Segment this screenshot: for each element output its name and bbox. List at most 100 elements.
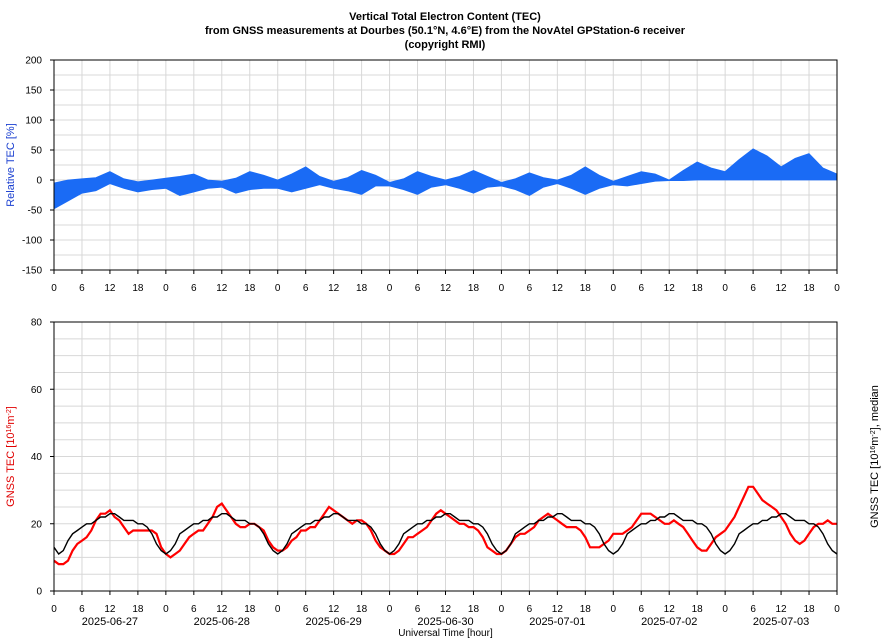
top-y-tick-label: 0 (36, 176, 42, 187)
gnss-tec-x-ticks: 0 6 12 18 0 6 12 18 0 6 12 18 0 6 12 18 0 6 12 18 0 6 12 18 0 6 12… (51, 591, 840, 615)
bottom-x-tick-label: 6 (527, 604, 533, 615)
date-label: 2025-06-29 (306, 616, 362, 628)
top-x-tick-label: 0 (722, 283, 728, 294)
relative-tec-y-label: Relative TEC [%] (5, 123, 17, 207)
top-x-tick-label: 0 (51, 283, 57, 294)
chart-title-line-1: Vertical Total Electron Content (TEC) (349, 11, 541, 23)
bottom-x-tick-label: 18 (692, 604, 704, 615)
date-label: 2025-07-01 (529, 616, 585, 628)
bottom-x-tick-label: 0 (387, 604, 393, 615)
top-y-tick-label: -150 (22, 266, 42, 277)
chart-title-line-2: from GNSS measurements at Dourbes (50.1°… (205, 25, 686, 37)
bottom-x-tick-label: 12 (216, 604, 228, 615)
bottom-x-tick-label: 18 (132, 604, 144, 615)
bottom-y-tick-label: 0 (36, 587, 42, 598)
bottom-x-tick-label: 6 (638, 604, 644, 615)
bottom-x-tick-label: 0 (722, 604, 728, 615)
top-x-tick-label: 18 (356, 283, 368, 294)
top-x-tick-label: 0 (387, 283, 393, 294)
x-axis-label: Universal Time [hour] (398, 628, 493, 639)
top-x-tick-label: 12 (776, 283, 788, 294)
top-x-tick-label: 12 (440, 283, 452, 294)
top-x-tick-label: 18 (692, 283, 704, 294)
gnss-tec-grid (53, 321, 838, 592)
bottom-x-tick-label: 12 (664, 604, 676, 615)
date-label: 2025-06-30 (417, 616, 473, 628)
bottom-x-tick-label: 18 (356, 604, 368, 615)
date-label: 2025-06-27 (82, 616, 138, 628)
gnss-tec-y-label-sup2: -2 (6, 409, 13, 415)
top-x-tick-label: 6 (303, 283, 309, 294)
top-x-tick-label: 18 (468, 283, 480, 294)
gnss-tec-y-label-sup16: 16 (6, 425, 13, 433)
bottom-x-tick-label: 0 (163, 604, 169, 615)
bottom-x-tick-label: 0 (834, 604, 840, 615)
bottom-x-tick-label: 12 (440, 604, 452, 615)
bottom-x-tick-label: 6 (303, 604, 309, 615)
top-x-tick-label: 12 (104, 283, 116, 294)
top-y-tick-label: -50 (28, 206, 43, 217)
top-x-tick-label: 12 (664, 283, 676, 294)
top-x-tick-label: 6 (750, 283, 756, 294)
top-x-tick-label: 18 (580, 283, 592, 294)
top-x-tick-label: 12 (328, 283, 340, 294)
bottom-x-tick-label: 6 (415, 604, 421, 615)
top-y-tick-label: 200 (25, 56, 42, 67)
top-y-tick-label: 150 (25, 86, 42, 97)
bottom-x-tick-label: 18 (580, 604, 592, 615)
relative-tec-y-ticks: 200 150 100 50 0 -50 -100 -150 (22, 56, 54, 277)
gnss-tec-y-label-part1: GNSS TEC [10 (5, 432, 17, 506)
bottom-x-tick-label: 18 (244, 604, 256, 615)
bottom-y-tick-label: 40 (31, 452, 43, 463)
bottom-y-tick-label: 20 (31, 519, 43, 530)
bottom-x-tick-label: 0 (499, 604, 505, 615)
median-tec-line (53, 513, 838, 555)
bottom-x-tick-label: 0 (275, 604, 281, 615)
bottom-x-tick-label: 18 (803, 604, 815, 615)
top-x-tick-label: 0 (163, 283, 169, 294)
top-x-tick-label: 0 (275, 283, 281, 294)
gnss-tec-y-label: GNSS TEC [1016m-2] (5, 406, 17, 507)
top-x-tick-label: 0 (611, 283, 617, 294)
relative-tec-grid (53, 59, 838, 271)
median-y-label-sup2: -2 (870, 430, 877, 436)
median-y-label-part2: m (869, 437, 881, 446)
bottom-x-tick-label: 12 (104, 604, 116, 615)
chart-title-line-3: (copyright RMI) (405, 39, 486, 51)
top-x-tick-label: 6 (79, 283, 85, 294)
top-x-tick-label: 12 (216, 283, 228, 294)
top-y-tick-label: 100 (25, 116, 42, 127)
relative-tec-x-ticks: 0 6 12 18 0 6 12 18 0 6 12 18 0 6 12 18 0 6 12 18 0 6 12 18 0 6 12… (51, 270, 840, 294)
top-x-tick-label: 18 (244, 283, 256, 294)
top-x-tick-label: 6 (638, 283, 644, 294)
bottom-x-tick-label: 12 (552, 604, 564, 615)
top-x-tick-label: 0 (499, 283, 505, 294)
relative-tec-panel: 200 150 100 50 0 -50 -100 -150 0 6 12 18 0 6 12 18 0 6 12… (5, 56, 840, 295)
top-x-tick-label: 18 (803, 283, 815, 294)
bottom-x-tick-label: 0 (611, 604, 617, 615)
bottom-x-tick-label: 18 (468, 604, 480, 615)
top-y-tick-label: -100 (22, 236, 42, 247)
top-x-tick-label: 6 (191, 283, 197, 294)
top-x-tick-label: 6 (415, 283, 421, 294)
top-x-tick-label: 18 (132, 283, 144, 294)
median-y-label-part1: GNSS TEC [10 (869, 454, 881, 528)
date-labels: 2025-06-27 2025-06-28 2025-06-29 2025-06-30… (82, 616, 809, 628)
top-y-tick-label: 50 (31, 146, 43, 157)
top-x-tick-label: 0 (834, 283, 840, 294)
date-label: 2025-07-02 (641, 616, 697, 628)
bottom-y-tick-label: 80 (31, 318, 43, 329)
top-x-tick-label: 12 (552, 283, 564, 294)
gnss-tec-y-label-part3: ] (5, 406, 17, 409)
gnss-tec-y-label-part2: m (5, 415, 17, 424)
bottom-x-tick-label: 6 (191, 604, 197, 615)
bottom-x-tick-label: 6 (750, 604, 756, 615)
median-y-label: GNSS TEC [1016m-2], median (869, 385, 881, 528)
date-label: 2025-07-03 (753, 616, 809, 628)
gnss-tec-y-ticks: 80 60 40 20 0 (31, 318, 54, 598)
median-y-label-part3: ], median (869, 385, 881, 430)
bottom-x-tick-label: 12 (328, 604, 340, 615)
median-y-label-sup16: 16 (870, 446, 877, 454)
